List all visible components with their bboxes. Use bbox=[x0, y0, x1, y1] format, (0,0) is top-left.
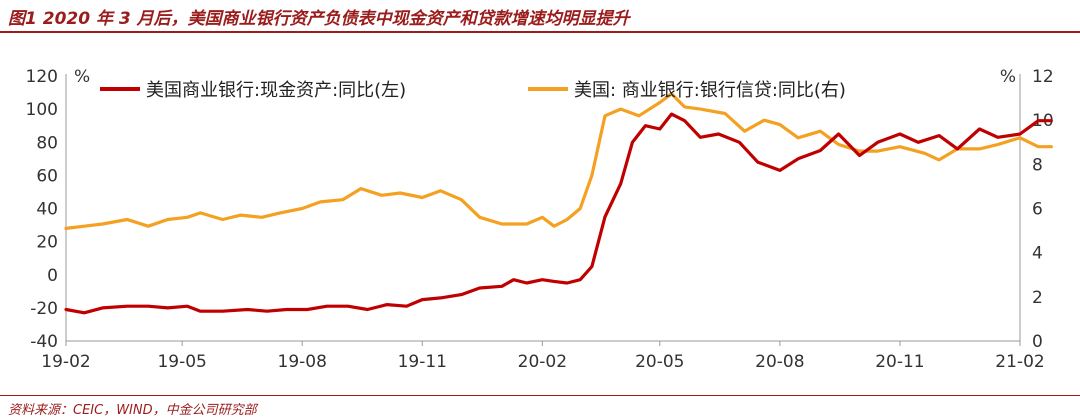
y-left-tick-label: 100 bbox=[26, 100, 58, 120]
y-right-tick-label: 6 bbox=[1032, 200, 1043, 220]
y-right-tick-label: 4 bbox=[1032, 244, 1043, 264]
y-left-tick-label: 20 bbox=[36, 233, 58, 253]
y-left-unit-label: % bbox=[74, 67, 90, 87]
y-left-tick-label: -40 bbox=[30, 332, 58, 352]
legend-label-1: 美国: 商业银行:银行信贷:同比(右) bbox=[574, 80, 846, 101]
y-left-tick-label: 0 bbox=[47, 266, 58, 286]
y-right-tick-label: 0 bbox=[1032, 332, 1043, 352]
figure-source: 资料来源：CEIC，WIND，中金公司研究部 bbox=[8, 403, 257, 418]
y-right-tick-label: 2 bbox=[1032, 288, 1043, 308]
y-left-tick-label: -20 bbox=[30, 299, 58, 319]
y-left-tick-label: 40 bbox=[36, 200, 58, 220]
source-divider bbox=[0, 395, 1080, 396]
x-tick-label: 19-08 bbox=[278, 352, 327, 372]
legend-label-0: 美国商业银行:现金资产:同比(左) bbox=[146, 80, 406, 101]
y-right-tick-label: 12 bbox=[1032, 67, 1054, 87]
y-right-tick-label: 8 bbox=[1032, 155, 1043, 175]
y-left-tick-label: 80 bbox=[36, 133, 58, 153]
x-tick-label: 20-08 bbox=[755, 352, 804, 372]
x-tick-label: 19-11 bbox=[398, 352, 447, 372]
x-tick-label: 20-02 bbox=[518, 352, 567, 372]
x-tick-label: 20-05 bbox=[635, 352, 684, 372]
x-tick-label: 19-05 bbox=[157, 352, 206, 372]
y-left-tick-label: 60 bbox=[36, 166, 58, 186]
y-left-tick-label: 120 bbox=[26, 67, 58, 87]
title-divider bbox=[0, 31, 1080, 33]
y-right-unit-label: % bbox=[1000, 67, 1016, 87]
series-line-cash-assets bbox=[64, 112, 1053, 315]
figure-title: 图1 2020 年 3 月后，美国商业银行资产负债表中现金资产和贷款增速均明显提… bbox=[8, 9, 630, 29]
x-tick-label: 21-02 bbox=[995, 352, 1044, 372]
x-tick-label: 20-11 bbox=[875, 352, 924, 372]
series-line-bank-credit bbox=[64, 92, 1053, 230]
x-tick-label: 19-02 bbox=[41, 352, 90, 372]
